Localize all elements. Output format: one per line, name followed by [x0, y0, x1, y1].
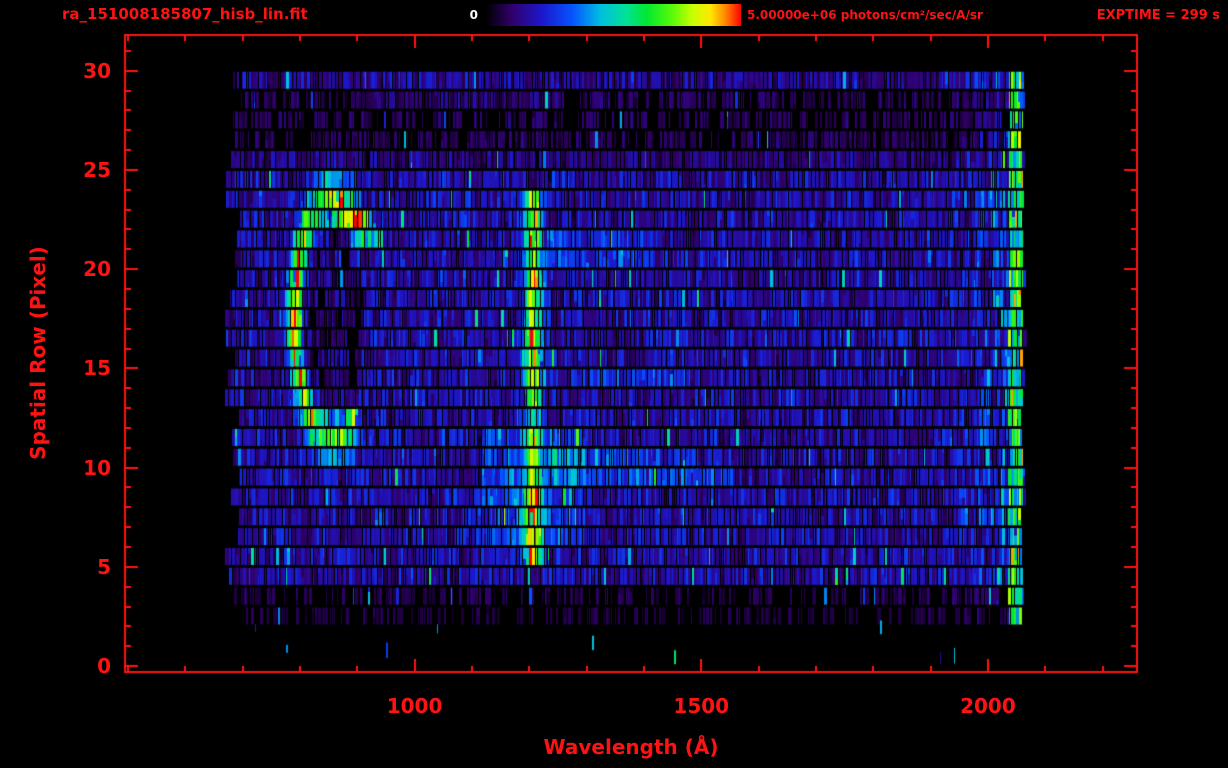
- y-tick-label: 30: [83, 58, 111, 83]
- y-tick-label: 5: [97, 554, 111, 579]
- y-tick-label: 10: [83, 455, 111, 480]
- colorbar-min-label: 0: [469, 8, 478, 22]
- x-tick-label: 1000: [386, 694, 443, 718]
- y-tick-label: 25: [83, 157, 111, 182]
- y-tick-label: 20: [83, 257, 111, 282]
- y-tick-label: 0: [97, 654, 111, 679]
- colorbar-max-label: 5.00000e+06 photons/cm²/sec/A/sr: [747, 8, 983, 22]
- colorbar-gradient: [486, 4, 741, 26]
- x-tick-label: 2000: [960, 694, 1016, 718]
- y-axis-title: Spatial Row (Pixel): [26, 246, 50, 460]
- x-tick-label: 1500: [673, 694, 730, 718]
- exptime-label: EXPTIME = 299 s: [1096, 8, 1220, 23]
- file-title: ra_151008185807_hisb_lin.fit: [62, 5, 308, 23]
- x-axis-title: Wavelength (Å): [543, 735, 719, 759]
- y-tick-label: 15: [83, 356, 111, 381]
